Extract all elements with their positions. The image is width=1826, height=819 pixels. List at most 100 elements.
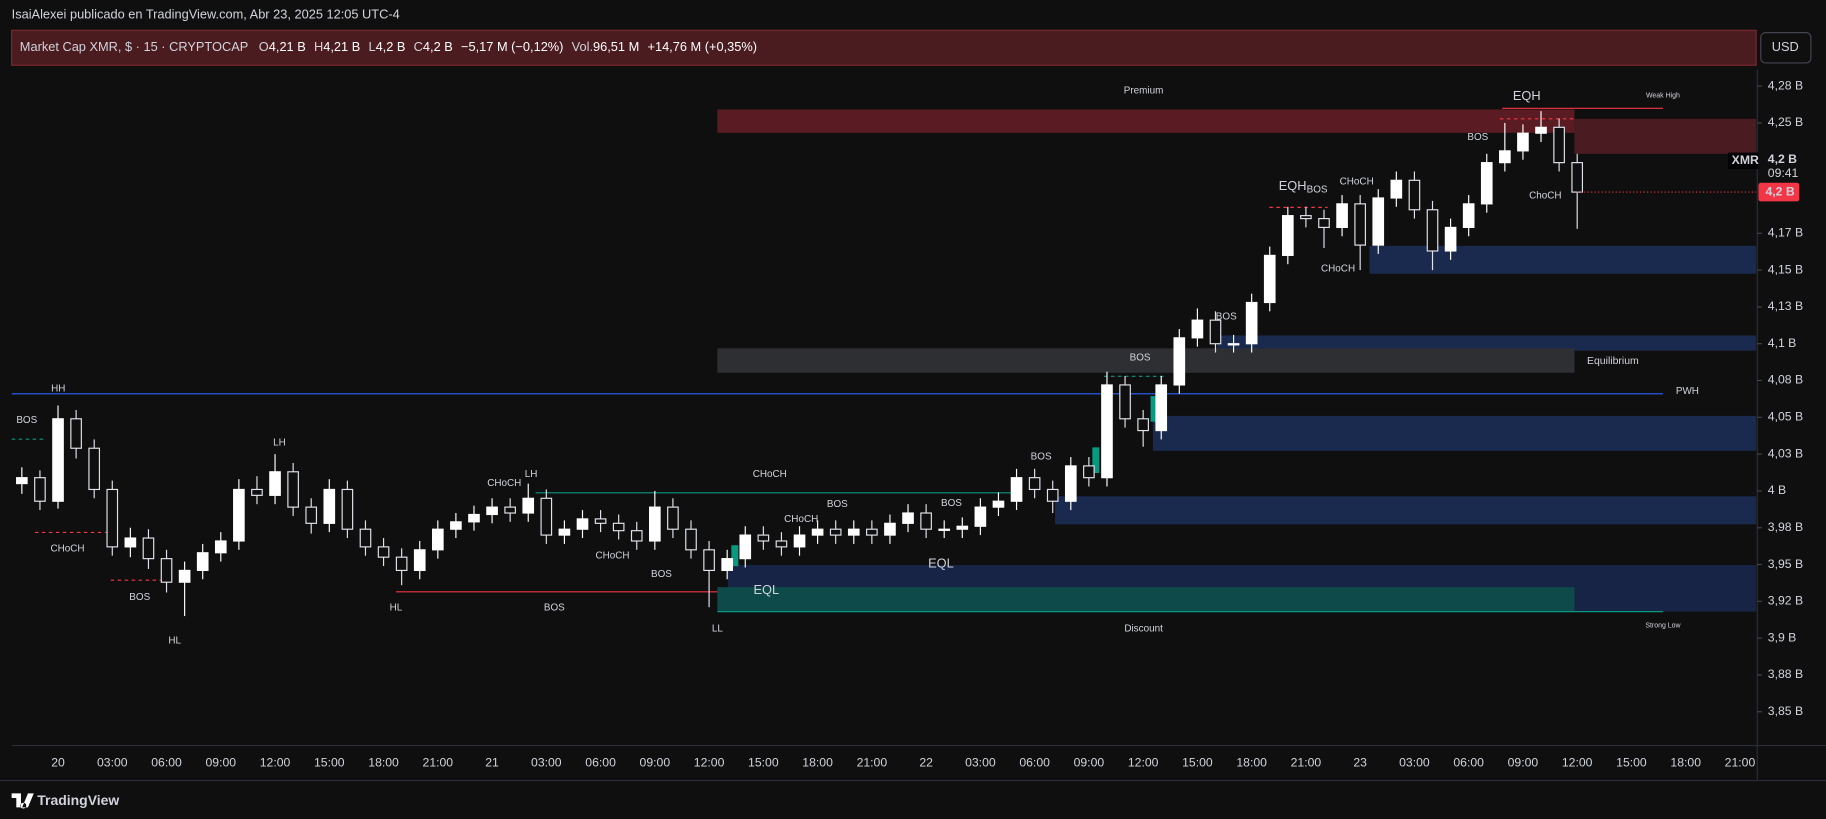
candle-body [974, 506, 987, 527]
byline: IsaiAlexei publicado en TradingView.com,… [12, 7, 400, 22]
discount-zone [717, 587, 1575, 612]
last-price-box [1758, 182, 1800, 202]
candle-body [269, 471, 281, 496]
brand: TradingView [37, 792, 119, 808]
x-tick-label: 21 [485, 755, 499, 769]
candle-body [1046, 488, 1059, 502]
x-tick-label: 03:00 [531, 755, 562, 769]
annotation: BOS [651, 569, 672, 580]
candle-body [323, 488, 336, 524]
annotation: EQL [928, 555, 954, 570]
zones [11, 107, 1757, 613]
candle-body [920, 512, 932, 530]
low-label: L [368, 39, 375, 54]
candle-body [739, 534, 752, 560]
x-tick-label: 21:00 [1725, 755, 1756, 769]
close-label: C [414, 39, 423, 54]
candle-body [938, 528, 951, 531]
annotation: BOS [1467, 132, 1488, 143]
candle-body [884, 522, 896, 536]
y-tick-label: 3,95 B [1768, 557, 1803, 571]
low: 4,2 B [376, 39, 406, 54]
candle-body [1336, 203, 1348, 229]
last-price-label: 4,2 B [1765, 184, 1794, 198]
currency-button[interactable] [1760, 32, 1812, 64]
candle-body [359, 528, 372, 548]
annotation: Strong Low [1645, 622, 1681, 629]
y-tick-label: 4,28 B [1768, 78, 1803, 92]
candle-body [287, 471, 299, 508]
y-tick-label: 3,92 B [1768, 594, 1803, 608]
change: −5,17 M (−0,12%) [461, 39, 563, 54]
candle-body [793, 534, 806, 548]
y-tick-label: 4,05 B [1768, 410, 1803, 424]
candle-body [34, 477, 46, 502]
candle-body [811, 528, 824, 536]
candle-body [1119, 384, 1131, 420]
candle-body [1480, 162, 1493, 205]
candle-body [431, 528, 444, 551]
legend-bar [11, 29, 1757, 66]
candle-body [829, 528, 842, 536]
candle-body [902, 512, 914, 524]
candle-body [106, 488, 119, 548]
candle-body [1028, 477, 1041, 491]
y-tick-label: 3,9 B [1768, 630, 1797, 644]
annotation: CHoCH [51, 543, 85, 554]
candle-body [1191, 319, 1204, 339]
annotation: EQH [1279, 178, 1307, 193]
candle-body [721, 558, 734, 572]
candle-body [377, 546, 390, 558]
candle-body [142, 537, 155, 560]
annotation: EQL [753, 582, 779, 597]
order-block [1152, 415, 1757, 451]
x-tick-label: 06:00 [1453, 755, 1484, 769]
candle-body [450, 521, 462, 530]
annotation: BOS [544, 603, 565, 614]
candle-body [1354, 203, 1366, 246]
candle-body [486, 506, 498, 516]
candle-body [233, 488, 245, 542]
candle-body [1209, 319, 1222, 345]
candle-body [558, 528, 571, 536]
candle-body [649, 506, 661, 542]
x-tick-label: 09:00 [640, 755, 671, 769]
annotation: BOS [1216, 311, 1237, 322]
x-tick-label: 12:00 [694, 755, 725, 769]
candle-body [124, 537, 137, 548]
open-label: O [259, 39, 269, 54]
annotation: BOS [1130, 352, 1151, 363]
annotation: BOS [941, 498, 962, 509]
annotation: LH [525, 469, 538, 480]
x-tick-label: 09:00 [206, 755, 237, 769]
countdown-label: 09:41 [1768, 166, 1799, 180]
annotation: PWH [1676, 386, 1699, 397]
annotation: EQH [1513, 88, 1541, 103]
volume-label: Vol. [572, 39, 593, 54]
candle-body [1553, 126, 1565, 164]
candle-body [1535, 126, 1547, 134]
brand-logo [11, 793, 34, 809]
candle-body [866, 528, 878, 536]
candle-body [1010, 477, 1023, 502]
x-tick-label: 22 [919, 755, 933, 769]
currency-label[interactable]: USD [1772, 39, 1799, 54]
x-tick-label: 12:00 [1562, 755, 1593, 769]
annotation: HL [168, 635, 181, 646]
candle-body [522, 497, 535, 514]
equilibrium-zone [717, 348, 1575, 373]
volume-change: +14,76 M (+0,35%) [647, 39, 757, 54]
candle-body [160, 558, 173, 583]
y-tick-label: 3,85 B [1768, 704, 1803, 718]
candle-body [1155, 384, 1168, 432]
candle-body [1318, 218, 1330, 229]
annotation: BOS [129, 592, 150, 603]
candle-body [992, 500, 1005, 508]
open: 4,21 B [269, 39, 306, 54]
candle-body [1517, 132, 1529, 152]
candle-body [612, 522, 625, 532]
candle-body [667, 506, 679, 530]
x-tick-label: 06:00 [151, 755, 182, 769]
